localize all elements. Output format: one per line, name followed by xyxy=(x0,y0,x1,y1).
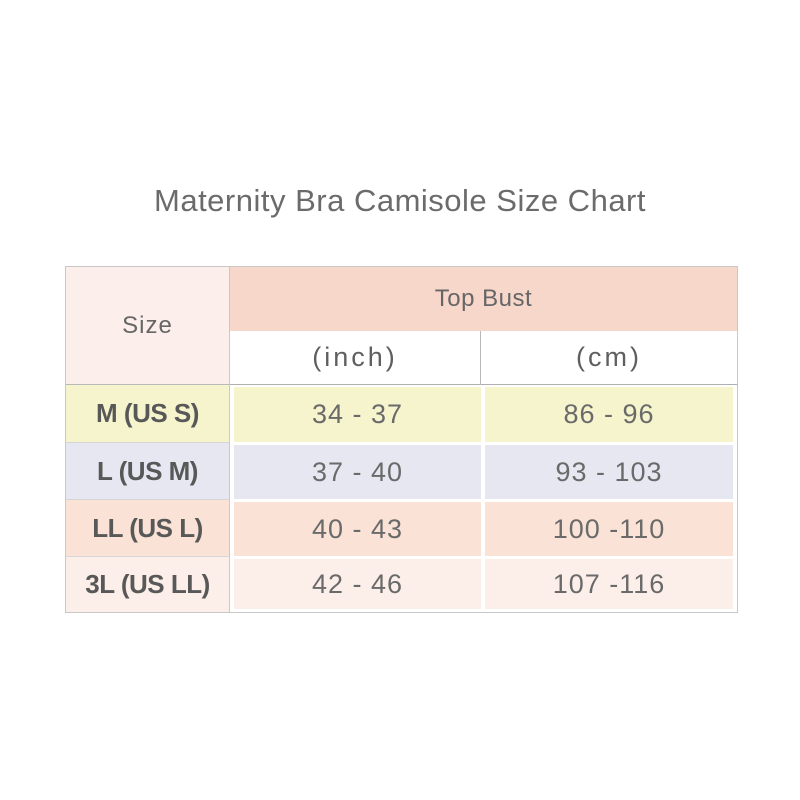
cell-ll-cm: 100 -110 xyxy=(481,499,737,556)
unit-header-cm: (cm) xyxy=(481,331,737,385)
size-column-header: Size xyxy=(66,267,230,385)
page-title: Maternity Bra Camisole Size Chart xyxy=(154,183,646,218)
top-bust-group-header: Top Bust xyxy=(230,267,737,331)
row-label-l: L (US M) xyxy=(66,442,230,499)
unit-header-inch: (inch) xyxy=(230,331,481,385)
cell-3l-cm: 107 -116 xyxy=(481,556,737,612)
cell-m-cm: 86 - 96 xyxy=(481,385,737,442)
cell-3l-inch: 42 - 46 xyxy=(230,556,481,612)
row-label-ll: LL (US L) xyxy=(66,499,230,556)
row-label-3l: 3L (US LL) xyxy=(66,556,230,612)
cell-l-inch: 37 - 40 xyxy=(230,442,481,499)
cell-l-cm: 93 - 103 xyxy=(481,442,737,499)
cell-m-inch: 34 - 37 xyxy=(230,385,481,442)
cell-ll-inch: 40 - 43 xyxy=(230,499,481,556)
row-label-m: M (US S) xyxy=(66,385,230,442)
size-chart-table: Size Top Bust (inch) (cm) M (US S) 34 - … xyxy=(65,266,738,613)
